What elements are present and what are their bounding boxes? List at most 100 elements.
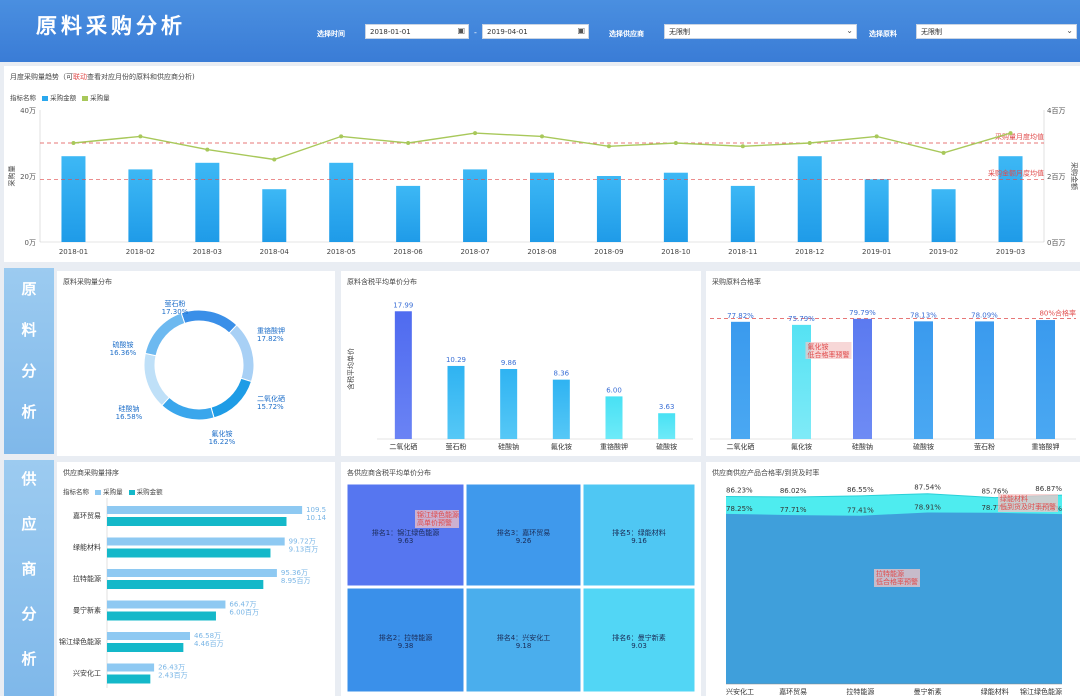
pass-rate-chart[interactable]: 80%合格率 77.82% 二氧化硒 75.79% 氟化铵 79.79% 硅酸钠 78.13%…: [706, 271, 1080, 456]
bar-pass-rate: [975, 321, 994, 439]
supplier-quality-chart[interactable]: 兴安化工 86.23% 78.25% 嘉环贸易 86.02% 77.71% 拉特能源 86.5…: [706, 462, 1080, 696]
bar-qty-label: 95.36万: [281, 569, 308, 577]
treemap-cell-value: 9.38: [398, 642, 414, 650]
date-start-input[interactable]: 2018-01-01 ▣: [365, 24, 469, 39]
bar-qty: [107, 569, 277, 577]
treemap-cell-name: 排名3：嘉环贸易: [497, 528, 550, 537]
supplier-filter-label: 选择供应商: [609, 30, 644, 38]
top-value-label: 86.02%: [780, 487, 807, 495]
treemap-panel: 各供应商含税平均单价分布 排名1：锦江绿色能源 9.63 锦江绿色能源 高单价预警 排名…: [341, 462, 701, 696]
bar-amount: [107, 548, 271, 558]
bar-value-label: 79.79%: [849, 309, 876, 317]
trend-panel: 月度采购量趋势（可联动查看对应月份的原料和供应商分析) 指标名称 采购金额 采购…: [4, 66, 1080, 262]
bar-amount-label: 10.14: [306, 514, 327, 522]
material-select[interactable]: 无限制 ⌄: [916, 24, 1077, 39]
bar-qty-label: 109.5: [306, 506, 326, 514]
point-qty: [673, 141, 678, 145]
row-label: 嘉环贸易: [73, 511, 101, 520]
bar-amount-label: 8.95百万: [281, 577, 311, 585]
calendar-icon[interactable]: ▣: [457, 26, 465, 35]
unit-price-title: 原料含税平均单价分布: [347, 278, 417, 286]
bar-amount: [463, 169, 488, 242]
y-tick-right: 4百万: [1047, 107, 1065, 115]
chevron-down-icon[interactable]: ⌄: [846, 26, 853, 35]
supplier-select[interactable]: 无限制 ⌄: [664, 24, 857, 39]
warning-tag: [874, 569, 920, 587]
chevron-down-icon[interactable]: ⌄: [1066, 26, 1073, 35]
point-qty: [272, 157, 277, 162]
donut-label: 氟化铵: [212, 429, 233, 438]
warning-text: 低合格率预警: [876, 577, 918, 586]
area-bottom: [726, 512, 1062, 684]
bar-qty: [107, 537, 285, 546]
x-tick: 2019-02: [929, 248, 958, 256]
bar-amount: [864, 179, 889, 242]
treemap-cell-name: 排名4：兴安化工: [497, 633, 550, 642]
page-title: 原料采购分析: [36, 13, 186, 38]
donut-pct: 16.58%: [116, 413, 143, 421]
x-tick: 拉特能源: [846, 687, 874, 696]
bar-value-label: 6.00: [606, 386, 622, 394]
point-qty: [138, 134, 143, 139]
unit-price-chart[interactable]: 含税平均单价 17.99 二氧化硒 10.29 萤石粉 9.86 硅酸钠 8.36 氟化铵 6.0…: [341, 271, 701, 456]
point-qty: [205, 147, 210, 152]
warning-text: 拉特能源: [876, 569, 904, 578]
bar-value-label: 17.99: [393, 301, 413, 309]
x-tick: 2018-09: [594, 248, 623, 256]
point-qty: [941, 150, 946, 155]
x-tick: 锦江绿色能源: [1020, 687, 1062, 696]
bar-amount: [107, 611, 216, 621]
point-qty: [606, 144, 611, 149]
bar-pass-rate: [853, 318, 872, 439]
trend-legend[interactable]: 指标名称 采购金额 采购量: [10, 94, 110, 102]
bar-value-label: 78.13%: [910, 311, 937, 319]
point-qty: [71, 141, 76, 145]
donut-pct: 17.30%: [162, 308, 189, 316]
top-value-label: 86.23%: [726, 487, 753, 495]
x-tick: 2018-04: [260, 248, 290, 256]
linkage-link[interactable]: 联动: [73, 73, 87, 81]
bottom-value-label: 77.41%: [847, 507, 874, 515]
calendar-icon[interactable]: ▣: [577, 26, 585, 35]
warning-text: 低到货及时率预警: [1000, 502, 1056, 511]
date-separator: -: [474, 28, 477, 37]
bar-pass-rate: [792, 324, 811, 439]
supplier-rank-legend[interactable]: 指标名称 采购量 采购金额: [63, 488, 163, 496]
donut-pct: 16.36%: [110, 349, 137, 357]
point-qty: [807, 141, 812, 145]
bar-price: [500, 368, 518, 439]
x-tick: 2018-10: [661, 248, 690, 256]
x-tick: 2018-06: [394, 248, 424, 256]
supplier-quality-panel: 供应商供应产品合格率/到货及时率 兴安化工 86.23% 78.25% 嘉环贸易 86.…: [706, 462, 1080, 696]
donut-slice: [144, 312, 186, 357]
point-qty: [406, 141, 411, 145]
treemap-cell-name: 排名1：锦江绿色能源: [372, 528, 439, 537]
treemap-cell: [346, 587, 465, 693]
top-value-label: 87.54%: [914, 484, 941, 492]
donut-label: 萤石粉: [165, 299, 186, 308]
row-label: 绿能材料: [73, 543, 101, 552]
header-bar: 原料采购分析 选择时间 2018-01-01 ▣ - 2019-04-01 ▣ 选择…: [0, 0, 1080, 62]
bar-qty: [107, 600, 226, 609]
x-tick: 2018-07: [460, 248, 489, 256]
row-label: 锦江绿色能源: [59, 637, 101, 646]
bar-qty: [107, 632, 190, 640]
donut-pct: 15.72%: [257, 403, 284, 411]
x-tick: 硫酸铵: [656, 442, 677, 451]
x-tick: 氟化铵: [551, 442, 572, 451]
bar-amount: [107, 517, 287, 526]
bar-amount: [61, 156, 86, 242]
donut-label: 重铬酸钾: [257, 326, 285, 335]
bar-pass-rate: [1036, 320, 1055, 439]
point-qty: [740, 144, 745, 149]
bar-qty: [107, 663, 155, 672]
bar-price: [605, 396, 623, 439]
bar-value-label: 10.29: [446, 356, 466, 364]
side-label-char: 分: [21, 362, 37, 380]
date-end-input[interactable]: 2019-04-01 ▣: [482, 24, 589, 39]
treemap-cell-name: 排名5：绿能材料: [612, 528, 665, 537]
